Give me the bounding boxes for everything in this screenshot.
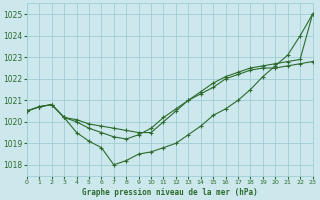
X-axis label: Graphe pression niveau de la mer (hPa): Graphe pression niveau de la mer (hPa): [82, 188, 258, 197]
